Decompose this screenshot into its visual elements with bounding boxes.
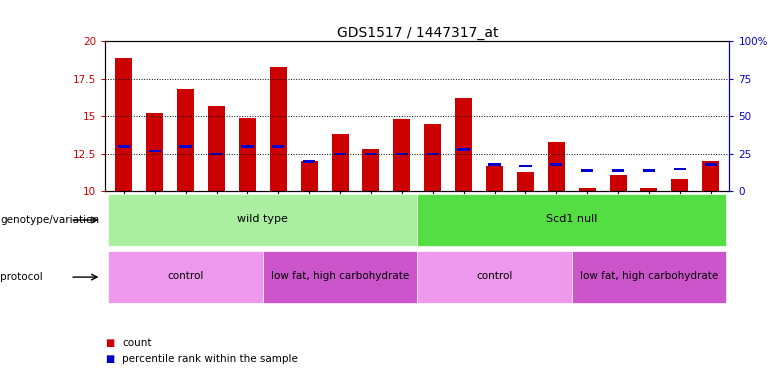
Bar (456, 98, 472, 192)
Bar (270, 67, 287, 192)
Bar (211, 153, 222, 155)
Bar (363, 149, 379, 192)
Bar (118, 145, 130, 148)
Text: genotype/variation: genotype/variation (0, 215, 99, 225)
Text: count: count (122, 338, 152, 348)
Bar (303, 160, 315, 163)
Bar (640, 189, 658, 192)
Text: control: control (477, 271, 512, 281)
Bar (612, 169, 624, 172)
Bar (115, 58, 133, 192)
Bar (272, 145, 285, 148)
Bar (239, 118, 256, 192)
Text: ■: ■ (105, 354, 115, 364)
Bar (334, 153, 346, 155)
Bar (424, 124, 441, 192)
Text: Scd1 null: Scd1 null (546, 214, 597, 224)
Bar (486, 166, 503, 192)
Bar (704, 163, 717, 166)
Bar (417, 251, 572, 303)
Bar (488, 163, 501, 166)
Bar (300, 161, 317, 192)
Bar (674, 168, 686, 170)
Text: percentile rank within the sample: percentile rank within the sample (122, 354, 298, 364)
Text: control: control (168, 271, 204, 281)
Bar (427, 153, 439, 155)
Bar (395, 153, 408, 155)
Bar (417, 194, 726, 246)
Bar (548, 142, 565, 192)
Bar (263, 251, 417, 303)
Text: low fat, high carbohydrate: low fat, high carbohydrate (580, 271, 718, 281)
Bar (610, 175, 626, 192)
Bar (702, 161, 719, 192)
Bar (146, 113, 163, 192)
Bar (581, 169, 594, 172)
Bar (108, 194, 417, 246)
Bar (572, 251, 726, 303)
Bar (517, 172, 534, 192)
Bar (148, 150, 161, 152)
Bar (177, 89, 194, 192)
Bar (643, 169, 655, 172)
Bar (208, 106, 225, 192)
Text: ■: ■ (105, 338, 115, 348)
Text: wild type: wild type (237, 214, 289, 224)
Text: low fat, high carbohydrate: low fat, high carbohydrate (271, 271, 410, 281)
Bar (332, 134, 349, 192)
Bar (393, 119, 410, 192)
Text: protocol: protocol (0, 272, 43, 282)
Bar (365, 153, 378, 155)
Bar (241, 145, 254, 148)
Bar (550, 163, 562, 166)
Bar (672, 180, 689, 192)
Bar (579, 189, 596, 192)
Bar (457, 148, 470, 151)
Bar (108, 251, 263, 303)
Bar (179, 145, 192, 148)
Title: GDS1517 / 1447317_at: GDS1517 / 1447317_at (336, 26, 498, 40)
Bar (519, 165, 532, 167)
